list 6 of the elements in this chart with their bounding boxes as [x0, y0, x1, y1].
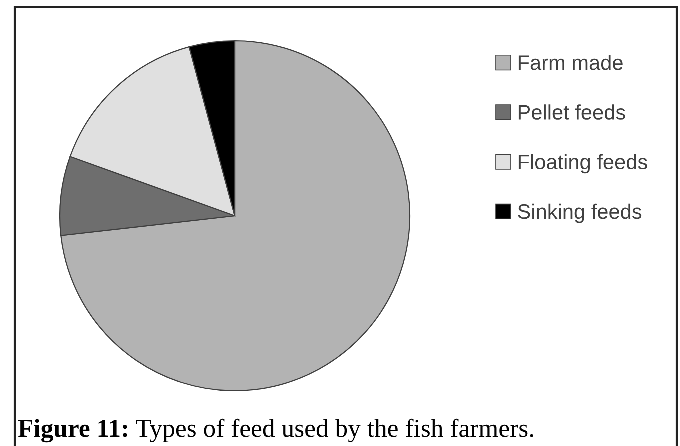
legend-label: Pellet feeds [518, 104, 626, 120]
legend-label: Floating feeds [518, 154, 648, 174]
pie-slice [60, 40, 411, 392]
caption: Figure 11: Types of feed used by the fish farmers. [18, 418, 534, 443]
legend-label: Sinking feeds [518, 204, 642, 224]
legend-label: Farm made [518, 55, 623, 70]
